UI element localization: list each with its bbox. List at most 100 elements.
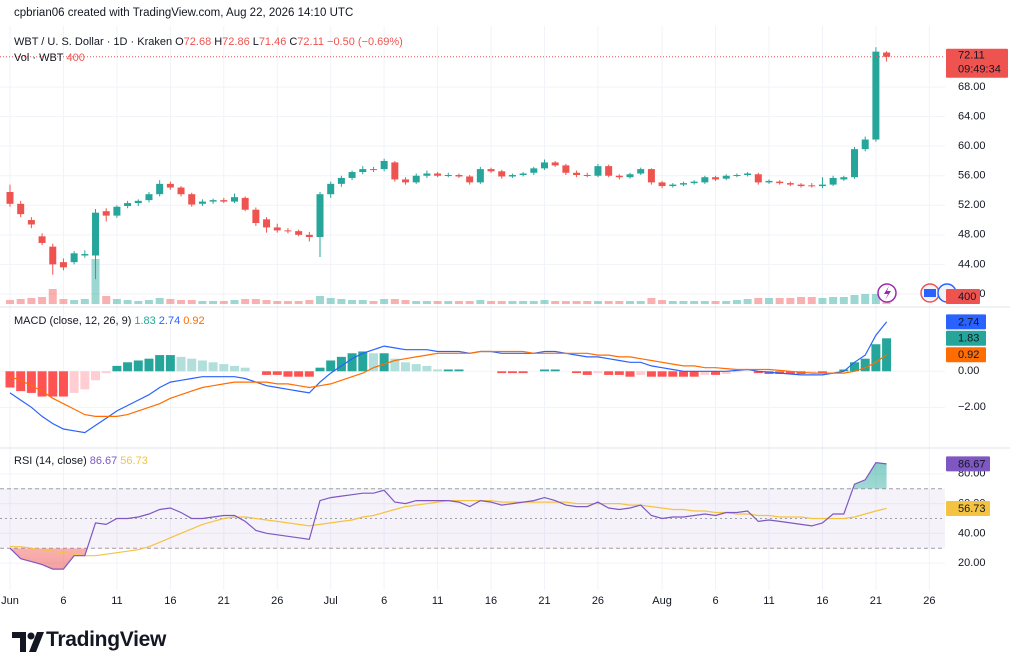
volume-bar xyxy=(786,298,795,304)
x-tick-label: 21 xyxy=(870,595,882,607)
macd-histogram-bar xyxy=(5,371,15,388)
rsi-badge-label: 56.73 xyxy=(958,503,986,515)
macd-badge xyxy=(946,347,986,363)
macd-legend: MACD (close, 12, 26, 9) 1.83 2.74 0.92 xyxy=(14,314,208,328)
candle-body xyxy=(669,184,677,187)
candle-body xyxy=(59,262,67,268)
volume-bar xyxy=(775,298,784,304)
candle-body xyxy=(284,230,292,232)
candle-body xyxy=(658,182,666,187)
y-tick-label: 44.00 xyxy=(958,258,986,270)
candle-body xyxy=(776,181,784,184)
macd-histogram-bar xyxy=(850,362,860,372)
ohlc-value: 72.11 xyxy=(297,36,325,48)
macd-badge xyxy=(946,330,986,346)
macd-histogram-bar xyxy=(304,371,314,377)
volume-bar xyxy=(412,301,421,304)
volume-bar xyxy=(711,301,720,304)
x-tick-label: 26 xyxy=(592,595,604,607)
x-tick-label: 11 xyxy=(763,595,774,607)
volume-bar xyxy=(604,301,613,304)
macd-histogram-bar xyxy=(294,371,304,377)
y-tick-label: 48.00 xyxy=(958,229,986,241)
candle-body xyxy=(434,173,442,176)
macd-histogram-bar xyxy=(48,371,58,397)
candle-body xyxy=(305,234,313,238)
volume-bar xyxy=(59,299,68,304)
candle-body xyxy=(348,172,356,178)
macd-histogram-bar xyxy=(411,364,421,372)
candle-body xyxy=(27,220,35,225)
macd-histogram-bar xyxy=(518,371,528,374)
candle-body xyxy=(583,174,591,176)
macd-badge-label: 2.74 xyxy=(958,316,979,328)
volume-bar xyxy=(209,301,218,304)
candle-body xyxy=(487,169,495,172)
candle-body xyxy=(605,166,613,176)
y-tick-label: 68.00 xyxy=(958,81,986,93)
volume-bar xyxy=(722,301,731,304)
volume-bar xyxy=(144,300,153,304)
volume-bar xyxy=(658,300,667,304)
brand: TradingView xyxy=(46,628,167,651)
macd-badge-label: 1.83 xyxy=(958,333,979,345)
volume-bar xyxy=(27,298,36,304)
candle-body xyxy=(797,184,805,187)
macd-histogram-bar xyxy=(593,371,603,374)
candle-body xyxy=(883,52,891,57)
macd-histogram-bar xyxy=(839,369,849,372)
macd-histogram-bar xyxy=(614,371,624,375)
volume-bar xyxy=(123,300,132,304)
volume-bar xyxy=(6,300,14,304)
volume-bar xyxy=(593,301,602,304)
lightning-icon xyxy=(884,286,891,300)
candle-body xyxy=(92,212,100,256)
macd-histogram-bar xyxy=(123,362,133,372)
macd-histogram-bar xyxy=(155,355,165,372)
candle-body xyxy=(637,169,645,174)
credit: cpbrian06 created with TradingView.com, … xyxy=(14,7,354,19)
x-tick-label: 16 xyxy=(485,595,497,607)
candle-body xyxy=(840,177,848,180)
volume-label: Vol · WBT xyxy=(14,52,64,64)
candle-body xyxy=(476,169,484,183)
candle-body xyxy=(252,209,260,224)
price-badge-label: 72.11 xyxy=(958,50,985,62)
macd-badge xyxy=(946,314,986,330)
volume-bar xyxy=(70,300,79,304)
rsi-badge xyxy=(946,500,990,516)
volume-bar xyxy=(380,299,389,304)
macd-value: 0.92 xyxy=(183,315,205,327)
x-tick-label: 6 xyxy=(60,595,66,607)
macd-histogram-bar xyxy=(208,362,218,372)
x-tick-label: Aug xyxy=(652,595,672,607)
macd-histogram-bar xyxy=(721,371,731,374)
volume-bar xyxy=(615,301,624,304)
x-tick-label: 26 xyxy=(923,595,935,607)
x-tick-label: 21 xyxy=(218,595,230,607)
volume-bar xyxy=(476,300,485,304)
ohlc-value: 71.46 xyxy=(258,36,287,48)
candle-body xyxy=(744,173,752,175)
rsi-band-fill xyxy=(0,488,945,549)
candle-body xyxy=(573,172,581,175)
volume-bar xyxy=(871,294,880,304)
volume-bar xyxy=(16,299,25,304)
macd-histogram-bar xyxy=(657,371,667,377)
volume-bar xyxy=(80,299,89,304)
candle-body xyxy=(316,194,324,238)
candle-body xyxy=(220,200,228,202)
candle-body xyxy=(209,200,217,202)
candle-body xyxy=(241,197,249,210)
volume-bar xyxy=(198,301,207,304)
macd-histogram-bar xyxy=(80,371,90,390)
candle-body xyxy=(113,206,121,216)
volume-bar xyxy=(487,301,496,304)
macd-histogram-bar xyxy=(646,371,656,377)
volume-bar xyxy=(358,300,367,304)
candle-body xyxy=(562,165,570,173)
volume-bar xyxy=(583,301,592,304)
macd-histogram-bar xyxy=(326,360,336,372)
volume-bar xyxy=(807,297,816,304)
volume-bar xyxy=(316,296,325,304)
